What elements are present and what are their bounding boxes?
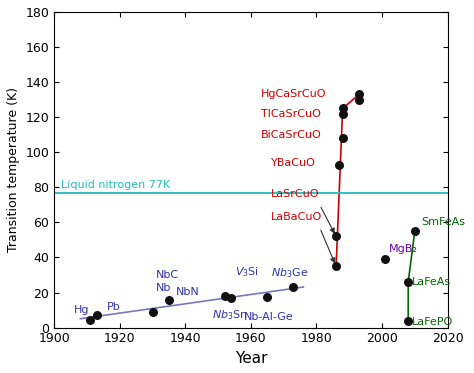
Text: MgB₂: MgB₂ (389, 244, 418, 254)
Text: LaBaCuO: LaBaCuO (271, 212, 322, 222)
Y-axis label: Transition temperature (K): Transition temperature (K) (7, 87, 20, 252)
Text: SmFeAs: SmFeAs (421, 217, 465, 228)
Text: Nb-Al-Ge: Nb-Al-Ge (244, 312, 294, 322)
Text: Hg: Hg (74, 305, 90, 315)
Text: LaFePO: LaFePO (411, 317, 453, 327)
Text: YBaCuO: YBaCuO (271, 158, 315, 168)
Text: LaSrCuO: LaSrCuO (271, 189, 319, 199)
Text: NbN: NbN (175, 287, 199, 297)
Text: $Nb_3$Ge: $Nb_3$Ge (271, 266, 308, 280)
Text: Liquid nitrogen 77K: Liquid nitrogen 77K (61, 180, 170, 190)
Text: Pb: Pb (107, 302, 120, 312)
Text: HgCaSrCuO: HgCaSrCuO (261, 90, 326, 99)
Text: $Nb_3$Sn: $Nb_3$Sn (211, 308, 247, 322)
Text: $V_3$Si: $V_3$Si (235, 265, 258, 279)
Text: NbC: NbC (156, 270, 179, 280)
Text: TlCaSrCuO: TlCaSrCuO (261, 109, 320, 119)
Text: BiCaSrCuO: BiCaSrCuO (261, 130, 321, 140)
Text: Nb: Nb (156, 283, 171, 292)
Text: LaFeAs: LaFeAs (411, 277, 451, 287)
X-axis label: Year: Year (235, 351, 267, 366)
